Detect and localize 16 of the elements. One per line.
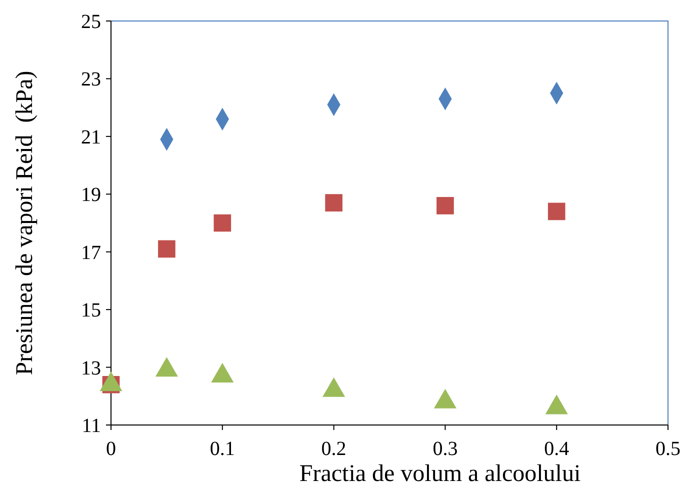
- x-tick-label: 0.2: [321, 438, 346, 460]
- y-tick-label: 23: [81, 68, 101, 91]
- x-tick-label: 0.4: [544, 438, 570, 460]
- y-tick-label: 19: [81, 184, 101, 206]
- y-axis-title: Presiunea de vapori Reid (kPa): [12, 70, 38, 376]
- y-tick-label: 21: [81, 126, 101, 148]
- x-tick-label: 0: [106, 438, 116, 460]
- y-tick-label: 17: [81, 242, 101, 264]
- x-tick-label: 0.1: [210, 438, 235, 460]
- y-tick-label: 11: [82, 415, 101, 437]
- y-tick-label: 25: [81, 11, 101, 33]
- y-tick-label: 15: [81, 300, 101, 322]
- x-tick-label: 0.3: [432, 438, 458, 460]
- x-axis-title: Fractia de volum a alcoolului: [299, 461, 581, 487]
- x-tick-label: 0.5: [656, 438, 680, 460]
- y-tick-label: 13: [81, 357, 101, 380]
